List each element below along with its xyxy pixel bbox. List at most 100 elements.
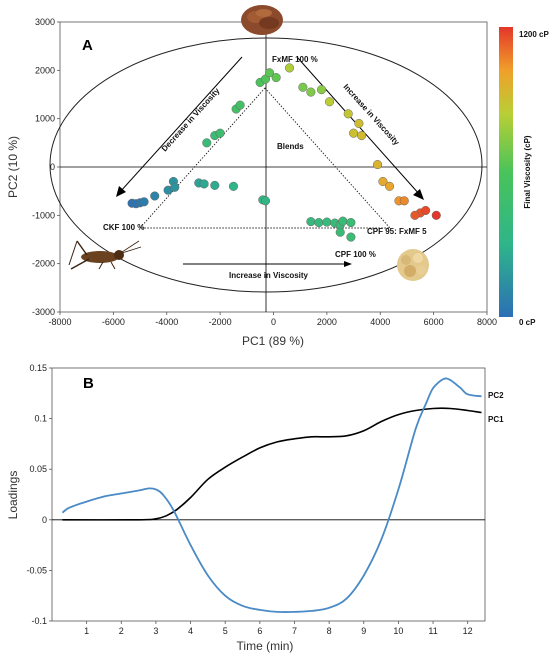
scatter-point [215, 128, 225, 138]
label-ckf: CKF 100 % [103, 223, 144, 232]
series-pc2-label: PC2 [488, 391, 504, 400]
x-tick-label: -4000 [155, 317, 178, 327]
x-tick-label: 9 [361, 626, 366, 636]
scatter-point [338, 216, 348, 226]
y-tick-label: 2000 [35, 65, 55, 75]
x-tick-label: 4 [188, 626, 193, 636]
scatter-point [306, 87, 316, 97]
scatter-point [284, 63, 295, 73]
scatter-point [298, 82, 308, 92]
y-tick-label: 0 [50, 162, 55, 172]
scatter-point [316, 85, 327, 95]
scatter-point [357, 131, 367, 141]
scatter-point [264, 68, 275, 78]
y-tick-label: 0.15 [29, 363, 47, 373]
scatter-point [228, 181, 239, 191]
scatter-point [199, 179, 209, 189]
x-tick-label: 5 [223, 626, 228, 636]
x-tick-label: 3 [153, 626, 158, 636]
series-pc1-label: PC1 [488, 415, 504, 424]
x-tick-label: 11 [428, 626, 437, 636]
colorbar-min-label: 0 cP [519, 318, 536, 327]
x-tick-label: 10 [393, 626, 403, 636]
plot-b-frame [51, 367, 486, 622]
label-fxmf: FxMF 100 % [272, 55, 318, 64]
x-tick-label: 7 [292, 626, 297, 636]
scatter-point [170, 182, 180, 192]
blends-triangle [138, 87, 392, 229]
increase-viscosity-arrow-right [296, 56, 424, 200]
increase-viscosity-arrow-bottom [183, 261, 352, 267]
scatter-point [235, 100, 245, 110]
label-blends: Blends [277, 142, 304, 151]
y-tick-label: 0.1 [34, 414, 47, 424]
y-tick-label: 3000 [35, 17, 55, 27]
x-tick-label: 0 [271, 317, 276, 327]
label-cpf-fxmf: CPF 95: FxMF 5 [367, 227, 427, 236]
plot-a-xlabel: PC1 (89 %) [242, 334, 304, 348]
scatter-point [324, 97, 335, 107]
scatter-point [343, 109, 353, 119]
y-tick-label: -0.05 [26, 565, 47, 575]
plot-b-ylabel: Loadings [6, 471, 20, 520]
scatter-point [202, 138, 212, 148]
y-tick-label: -1000 [32, 210, 55, 220]
scatter-point [399, 196, 409, 206]
colorbar-gradient [499, 27, 513, 317]
x-tick-label: 2 [119, 626, 124, 636]
y-tick-label: 1000 [35, 114, 55, 124]
plot-a-x-ticks: -8000 -6000 -4000 -2000 0 2000 4000 6000 8000 [48, 312, 497, 327]
y-tick-label: -0.1 [31, 616, 47, 626]
panel-b-label: B [83, 375, 94, 392]
decrease-viscosity-arrow [116, 56, 243, 197]
confidence-ellipse [49, 37, 483, 293]
plot-b-xlabel: Time (min) [237, 639, 294, 653]
x-tick-label: -8000 [48, 317, 71, 327]
scatter-point [150, 191, 160, 201]
x-tick-label: 4000 [370, 317, 390, 327]
scatter-point [346, 218, 356, 228]
loadings-plot: 1 2 3 4 5 6 7 8 9 10 11 12 0.150.10.050-0.05-0.1 PC… [6, 363, 504, 653]
x-tick-label: 8000 [477, 317, 497, 327]
colorbar-max-label: 1200 cP [519, 30, 549, 39]
scatter-point [410, 210, 420, 220]
plot-b-x-ticks: 1 2 3 4 5 6 7 8 9 10 11 12 [84, 621, 473, 636]
scatter-point [378, 176, 388, 187]
scatter-point [354, 118, 364, 129]
scatter-point [373, 160, 383, 170]
y-tick-label: 0.05 [29, 464, 47, 474]
plot-a-y-ticks: 3000 2000 1000 0 -1000 -2000 -3000 [32, 17, 60, 317]
scatter-point [349, 128, 359, 138]
x-tick-label: 12 [463, 626, 473, 636]
x-tick-label: 2000 [317, 317, 337, 327]
colorbar-title: Final Viscosity (cP) [523, 135, 532, 209]
chickpea-picture [397, 249, 429, 281]
x-tick-label: 6 [257, 626, 262, 636]
plot-b-y-ticks: 0.15 0.1 0.05 0 -0.05 -0.1 [26, 363, 52, 626]
y-tick-label: -3000 [32, 307, 55, 317]
scatter-point [421, 205, 431, 216]
panel-a-label: A [82, 37, 93, 54]
scatter-point [385, 181, 395, 191]
scatter-point [431, 210, 441, 220]
colorbar: 1200 cP 0 cP Final Viscosity (cP) [499, 27, 549, 327]
scatter-point [346, 232, 356, 242]
scatter-point [335, 227, 345, 237]
y-tick-label: 0 [42, 515, 47, 525]
label-increase-viscosity-bottom: Increase in Viscosity [229, 271, 309, 280]
label-cpf: CPF 100 % [335, 250, 376, 259]
pca-score-plot: FxMF 100 % Blends CKF 100 % CPF 100 % CP… [6, 5, 549, 348]
x-tick-label: 6000 [424, 317, 444, 327]
label-decrease-viscosity: Decrease in Viscosity [160, 86, 222, 153]
scatter-point [322, 217, 332, 227]
x-tick-label: 8 [327, 626, 332, 636]
scatter-point [306, 217, 316, 227]
scatter-point [271, 73, 281, 83]
x-tick-label: 1 [84, 626, 89, 636]
plot-a-ylabel: PC2 (10 %) [6, 136, 20, 198]
scatter-point [139, 197, 149, 207]
y-tick-label: -2000 [32, 259, 55, 269]
scatter-points [127, 63, 441, 242]
x-tick-label: -6000 [102, 317, 125, 327]
